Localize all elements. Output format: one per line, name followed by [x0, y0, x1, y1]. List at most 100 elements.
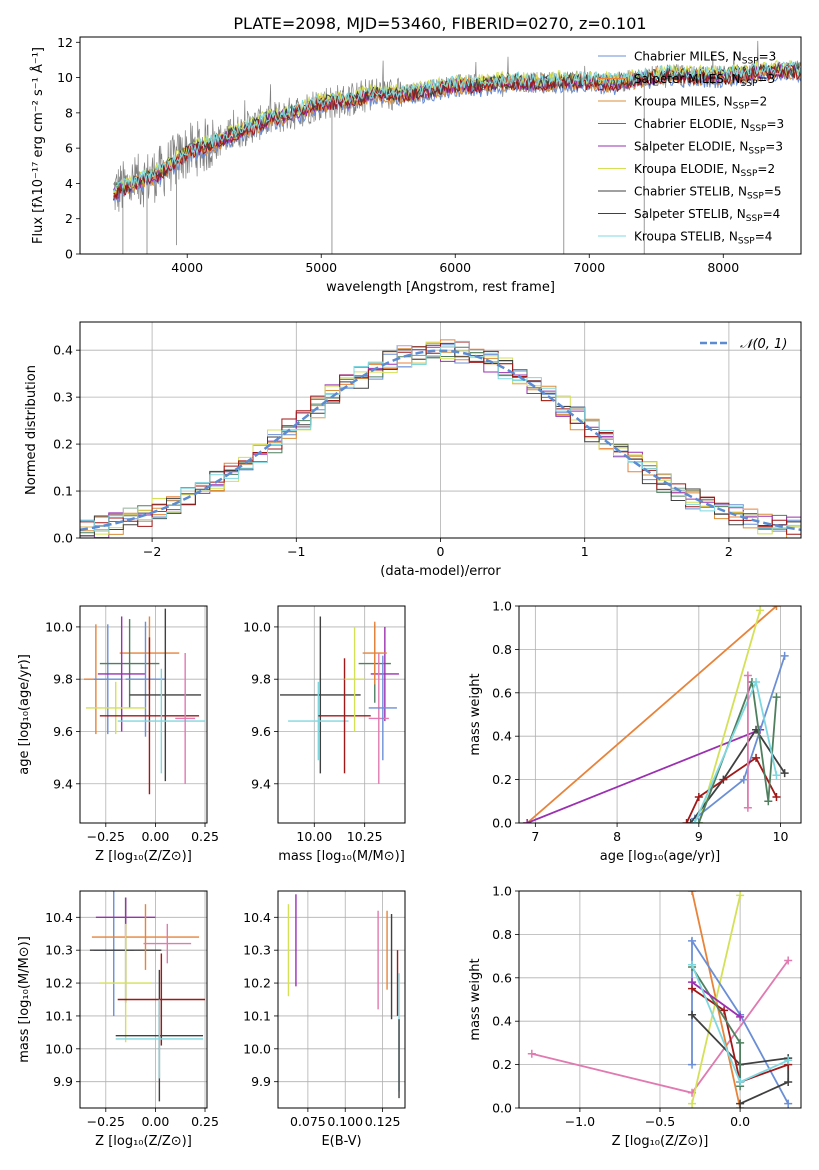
- y-tick-label: 0.8: [492, 642, 512, 657]
- x-tick-label: 7: [531, 829, 539, 844]
- axes-frame: [277, 605, 406, 824]
- weight-marker: [688, 1099, 697, 1108]
- legend-label: Chabrier MILES, NSSP=3: [634, 50, 776, 67]
- y-tick-label: 0.4: [492, 1014, 512, 1029]
- x-tick-label: −0.5: [645, 1114, 675, 1129]
- y-tick-label: 0.3: [53, 390, 73, 405]
- panel-weight-vs-z: −1.0 −0.5 0.0 0.0 0.2 0.4 0.6 0.8 1.0 Z [log₁₀(Z/…: [468, 884, 802, 1149]
- legend-label-rest: =3: [765, 140, 783, 154]
- weight-marker: [772, 771, 781, 780]
- chart-panels: 4000 5000 6000 7000 8000024681012wavelength …: [17, 35, 802, 1149]
- y-tick-label: 10.4: [45, 910, 73, 925]
- legend-label: Kroupa ELODIE, NSSP=2: [634, 162, 775, 179]
- y-axis-label: Normed distribution: [24, 365, 39, 495]
- y-tick-label: 9.4: [251, 776, 271, 791]
- y-tick-label: 9.9: [53, 1074, 73, 1089]
- weight-marker: [690, 819, 699, 823]
- legend-subscript: SSP: [747, 192, 764, 202]
- x-tick-label: 0.0: [730, 1114, 750, 1129]
- plot-area: [287, 894, 400, 1099]
- panel-mass-vs-ebv: 0.075 0.100 0.125 9.9 10.0 10.1 10.2 10.3 10.4 E(…: [243, 890, 406, 1149]
- y-axis-label: Flux [fλ10⁻¹⁷ erg cm⁻² s⁻¹ Å⁻¹]: [30, 47, 46, 244]
- x-tick-label: −0.25: [87, 829, 125, 844]
- legend-subscript: SSP: [746, 214, 763, 224]
- y-tick-label: 10.1: [45, 1008, 73, 1023]
- weight-line: [691, 966, 741, 1087]
- y-axis-label: mass weight: [468, 673, 483, 755]
- y-tick-label: 10: [57, 70, 73, 85]
- y-tick-label: 10.3: [45, 943, 73, 958]
- y-tick-label: 0.2: [53, 437, 73, 452]
- weight-marker: [780, 769, 789, 778]
- legend: Chabrier MILES, NSSP=3 Salpeter MILES, NS…: [598, 50, 784, 247]
- weight-marker: [784, 1099, 793, 1108]
- panel-spectrum: 4000 5000 6000 7000 8000 0 2 4 6 8 10 12 wavelength …: [30, 35, 802, 295]
- weight-line: [691, 937, 789, 1105]
- x-tick-label: 0: [437, 544, 445, 559]
- panel-age-vs-z: −0.25 0.00 0.25 9.4 9.6 9.8 10.0 Z [log₁₀(Z/Z⊙)…: [17, 605, 219, 864]
- legend-label: Kroupa MILES, NSSP=2: [634, 95, 767, 112]
- y-tick-label: 10.3: [243, 943, 271, 958]
- x-tick-label: 6000: [439, 260, 471, 275]
- y-tick-label: 0.6: [492, 685, 512, 700]
- legend-label-rest: =5: [764, 185, 782, 199]
- weight-marker: [784, 956, 793, 965]
- plot-area: [80, 339, 801, 538]
- axes-frame: [79, 36, 802, 255]
- axes-frame: [518, 890, 802, 1109]
- weight-marker: [780, 651, 789, 660]
- y-tick-label: 0: [65, 247, 73, 262]
- legend-subscript: SSP: [741, 169, 758, 179]
- weight-marker: [756, 606, 765, 615]
- x-tick-label: 0.25: [191, 829, 219, 844]
- y-tick-label: 1.0: [492, 599, 512, 614]
- legend-label-rest: =2: [757, 162, 775, 176]
- weight-marker: [772, 792, 781, 801]
- plot-area: [527, 891, 793, 1108]
- panel-residuals: −2 −1 0 1 2 0.0 0.1 0.2 0.3 0.4 (data-model)/error…: [24, 321, 802, 579]
- y-tick-label: 9.6: [251, 724, 271, 739]
- axes-frame: [518, 605, 802, 824]
- x-tick-label: 4000: [171, 260, 203, 275]
- plot-area: [89, 891, 206, 1102]
- plot-area: [280, 616, 399, 784]
- y-tick-label: 0.2: [492, 772, 512, 787]
- y-tick-label: 10.0: [243, 619, 271, 634]
- x-tick-label: 1: [581, 544, 589, 559]
- legend-subscript: SSP: [738, 237, 755, 247]
- plot-area: [523, 606, 789, 823]
- plot-area: [113, 40, 801, 254]
- weight-marker: [688, 891, 697, 895]
- y-tick-label: 2: [65, 211, 73, 226]
- y-axis-label: mass weight: [468, 958, 483, 1040]
- weight-marker: [688, 936, 697, 945]
- y-tick-label: 10.4: [243, 910, 271, 925]
- y-tick-label: 0.4: [53, 343, 73, 358]
- weight-line: [685, 756, 778, 823]
- model-spectrum-line: [113, 59, 801, 196]
- weight-marker: [694, 792, 703, 801]
- legend-subscript: SSP: [748, 147, 765, 157]
- figure-title: PLATE=2098, MJD=53460, FIBERID=0270, z=0…: [233, 14, 646, 33]
- weight-marker: [743, 803, 752, 812]
- y-tick-label: 12: [57, 35, 73, 50]
- plot-area: [83, 608, 206, 795]
- weight-line: [526, 606, 778, 823]
- y-tick-label: 0.2: [492, 1057, 512, 1072]
- legend-label: Salpeter MILES, NSSP=3: [634, 72, 775, 89]
- legend-label: 𝒩(0, 1): [740, 337, 787, 352]
- weight-marker: [743, 671, 752, 680]
- x-tick-label: 8: [613, 829, 621, 844]
- legend-label: Chabrier STELIB, NSSP=5: [634, 185, 782, 202]
- legend-subscript: SSP: [750, 124, 767, 134]
- legend-subscript: SSP: [742, 57, 759, 67]
- legend-label-rest: =3: [759, 50, 777, 64]
- panel-weight-vs-age: 7 8 9 10 0.0 0.2 0.4 0.6 0.8 1.0 age [log₁₀(age/yr…: [468, 599, 802, 864]
- x-tick-label: 0.00: [141, 1114, 169, 1129]
- y-tick-label: 0.0: [492, 1101, 512, 1116]
- y-tick-label: 0.0: [492, 816, 512, 831]
- axes-frame: [79, 890, 208, 1109]
- y-tick-label: 6: [65, 141, 73, 156]
- y-tick-label: 0.1: [53, 484, 73, 499]
- y-tick-label: 1.0: [492, 884, 512, 899]
